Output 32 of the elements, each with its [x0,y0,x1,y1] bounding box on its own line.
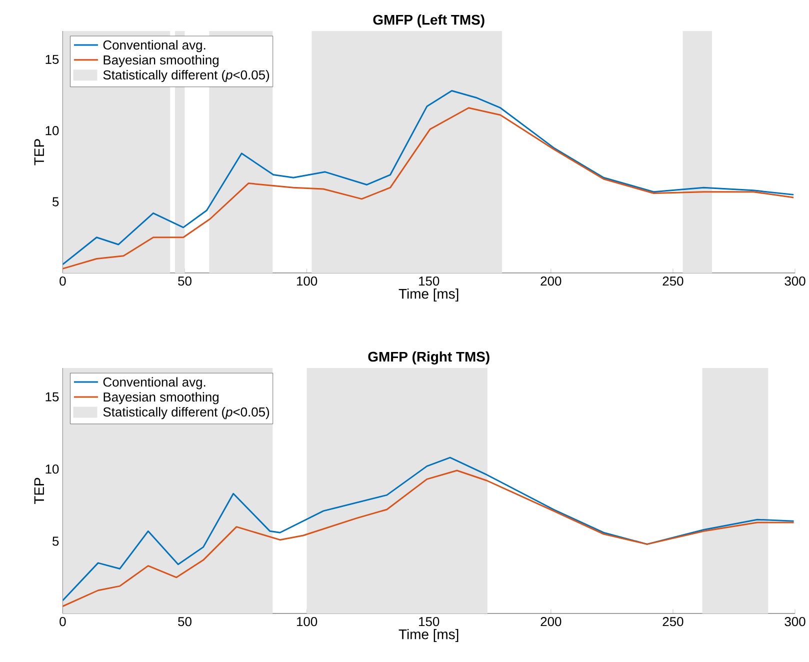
x-tick-label: 300 [784,276,806,286]
x-tick-label: 100 [296,617,318,626]
legend-label: Conventional avg. [103,377,206,390]
x-tick-label: 0 [60,276,66,286]
y-tick-label: 10 [46,464,59,474]
x-tick-label: 50 [178,276,192,286]
x-tick-label: 150 [419,276,440,286]
y-axis-title: TEP [34,139,44,166]
x-axis-title: Time [ms] [398,288,458,302]
x-axis-title: Time [ms] [398,629,458,642]
y-tick-label: 15 [46,392,59,402]
y-axis-title: TEP [34,478,44,504]
legend-label: Bayesian smoothing [104,55,218,68]
x-tick-label: 250 [662,276,684,286]
band-label: Statistically different (p<0.05) [103,407,270,420]
x-tick-label: 250 [662,617,684,626]
chart-title: GMFP (Right TMS) [368,351,490,364]
x-tick-label: 50 [178,617,192,626]
legend-label: Conventional avg. [103,40,206,52]
y-tick-label: 15 [46,54,59,64]
chart-title: GMFP (Left TMS) [373,14,484,28]
y-tick-label: 5 [52,536,59,546]
x-tick-label: 200 [540,617,562,626]
x-tick-label: 200 [540,276,562,286]
band-label: Statistically different (p<0.05) [103,70,270,82]
y-tick-label: 10 [46,126,59,136]
x-tick-label: 150 [419,617,440,626]
x-tick-label: 300 [784,617,806,626]
x-tick-label: 100 [296,276,318,286]
y-tick-label: 5 [52,197,59,206]
legend-label: Bayesian smoothing [104,392,218,404]
x-tick-label: 0 [60,617,66,626]
